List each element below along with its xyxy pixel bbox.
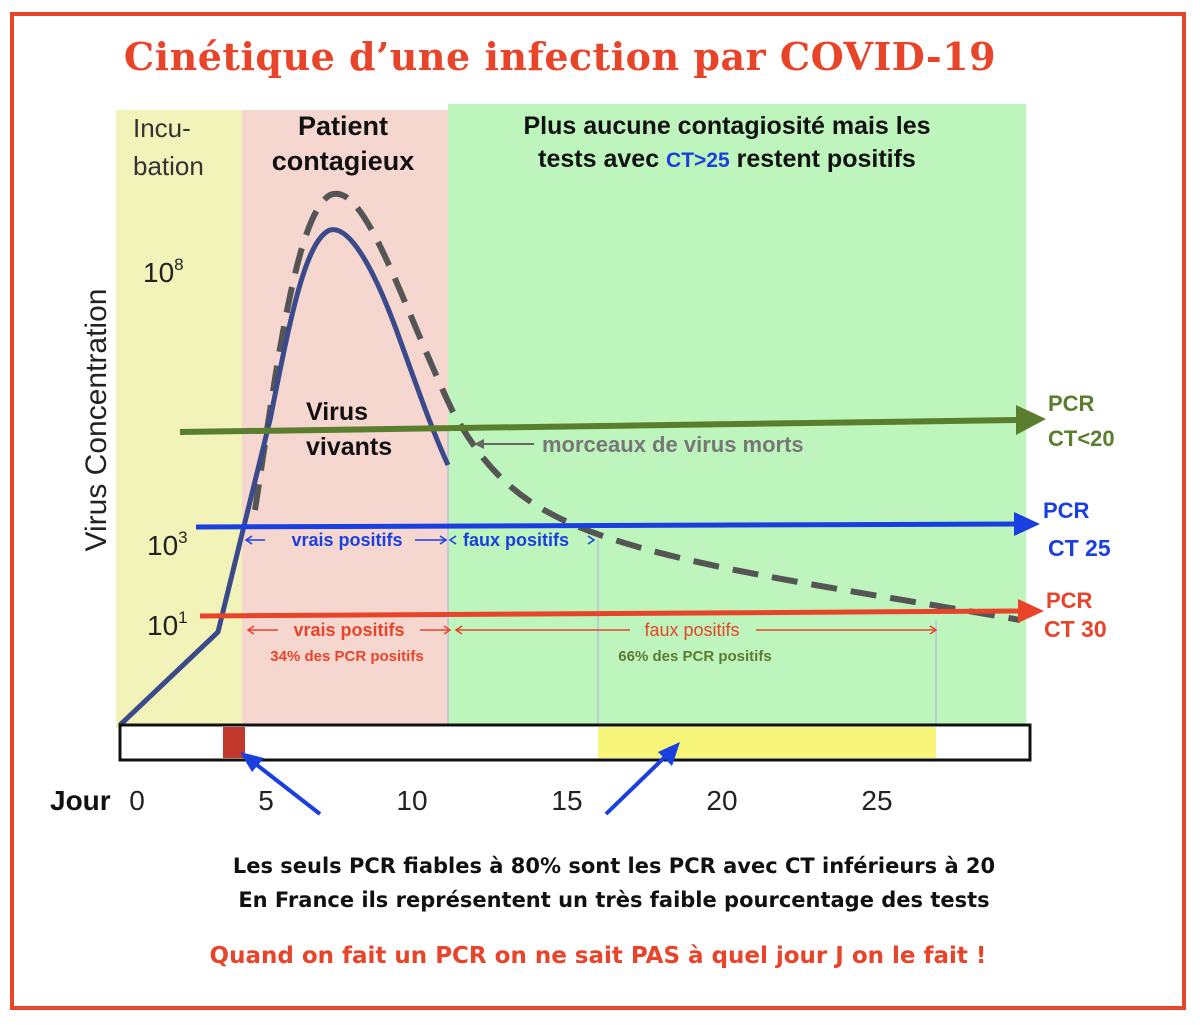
pct-true-label: 34% des PCR positifs — [270, 648, 423, 665]
ct25-false-left-head — [448, 535, 457, 545]
ct25-false-label: faux positifs — [463, 530, 569, 550]
incubation-zone — [116, 110, 242, 728]
incubation-label-1: Incu- — [133, 113, 191, 143]
timeline-false-positive-zone — [598, 727, 936, 758]
dead-label: morceaux de virus morts — [542, 432, 804, 457]
timeline-marker — [223, 727, 245, 758]
x-tick-25: 25 — [861, 785, 892, 816]
living-label-2: vivants — [306, 433, 392, 461]
tick-1e3: 103 — [147, 528, 188, 561]
ct20-label-1: PCR — [1048, 391, 1095, 416]
y-axis-label: Virus Concentration — [80, 289, 113, 552]
ct30-arrow-line — [199, 608, 1021, 619]
conclusion-warning: Quand on fait un PCR on ne sait PAS à qu… — [209, 943, 987, 969]
ct25-true-left-head — [244, 535, 253, 545]
tick-1e1: 101 — [147, 608, 188, 641]
page-title: Cinétique d’une infection par COVID-19 — [123, 34, 997, 79]
ct20-arrowhead — [1016, 405, 1046, 435]
contagious-label-2: contagieux — [272, 146, 415, 176]
ct30-true-left-head — [246, 625, 255, 635]
ct30-label-2: CT 30 — [1044, 616, 1107, 642]
x-tick-20: 20 — [706, 785, 737, 816]
x-axis-prefix: Jour — [50, 785, 111, 816]
contagious-label-1: Patient — [298, 111, 388, 141]
dead-virus-curve — [252, 190, 1021, 623]
ct30-false-right-head — [929, 625, 938, 635]
tick-1e8: 108 — [143, 255, 184, 288]
pointer-arrow-left — [246, 756, 322, 816]
outer-frame — [10, 12, 1186, 1010]
ct30-false-left-head — [454, 625, 463, 635]
living-virus-curve — [118, 227, 451, 727]
conclusion-line-2: En France ils représentent un très faibl… — [238, 888, 990, 912]
noncontagious-zone — [448, 104, 1026, 728]
noncontagious-label-2: tests avec CT>25 restent positifs — [538, 145, 916, 173]
ct25-label-1: PCR — [1043, 498, 1090, 523]
pointer-arrow-right — [604, 750, 672, 816]
noncontagious-label-1: Plus aucune contagiosité mais les — [523, 112, 930, 140]
pointer-arrowhead-left — [240, 752, 264, 772]
pointer-arrowhead-right — [658, 742, 680, 766]
ct25-arrow-line — [195, 521, 1019, 530]
ct25-false-right-head — [587, 535, 596, 545]
ct25-arrowhead — [1014, 512, 1040, 536]
ct25-true-label: vrais positifs — [291, 530, 402, 550]
ct30-label-1: PCR — [1046, 588, 1093, 613]
ct25-true-right-head — [439, 535, 448, 545]
ct20-arrow-line — [179, 417, 1021, 435]
ct25-label-2: CT 25 — [1048, 535, 1111, 561]
living-label-1: Virus — [306, 398, 368, 426]
conclusion-line-1: Les seuls PCR fiables à 80% sont les PCR… — [232, 854, 996, 878]
ct30-arrowhead — [1018, 599, 1044, 623]
ct20-label-2: CT<20 — [1048, 426, 1115, 451]
pct-false-label: 66% des PCR positifs — [618, 648, 771, 665]
ct30-false-label: faux positifs — [644, 620, 739, 640]
ct30-true-label: vrais positifs — [293, 620, 404, 640]
dead-label-arrowhead — [474, 439, 484, 449]
incubation-label-2: bation — [133, 151, 204, 181]
x-tick-15: 15 — [551, 785, 582, 816]
ct30-true-right-head — [443, 625, 452, 635]
x-tick-5: 5 — [258, 785, 274, 816]
x-tick-10: 10 — [396, 785, 427, 816]
x-tick-0: 0 — [129, 785, 145, 816]
